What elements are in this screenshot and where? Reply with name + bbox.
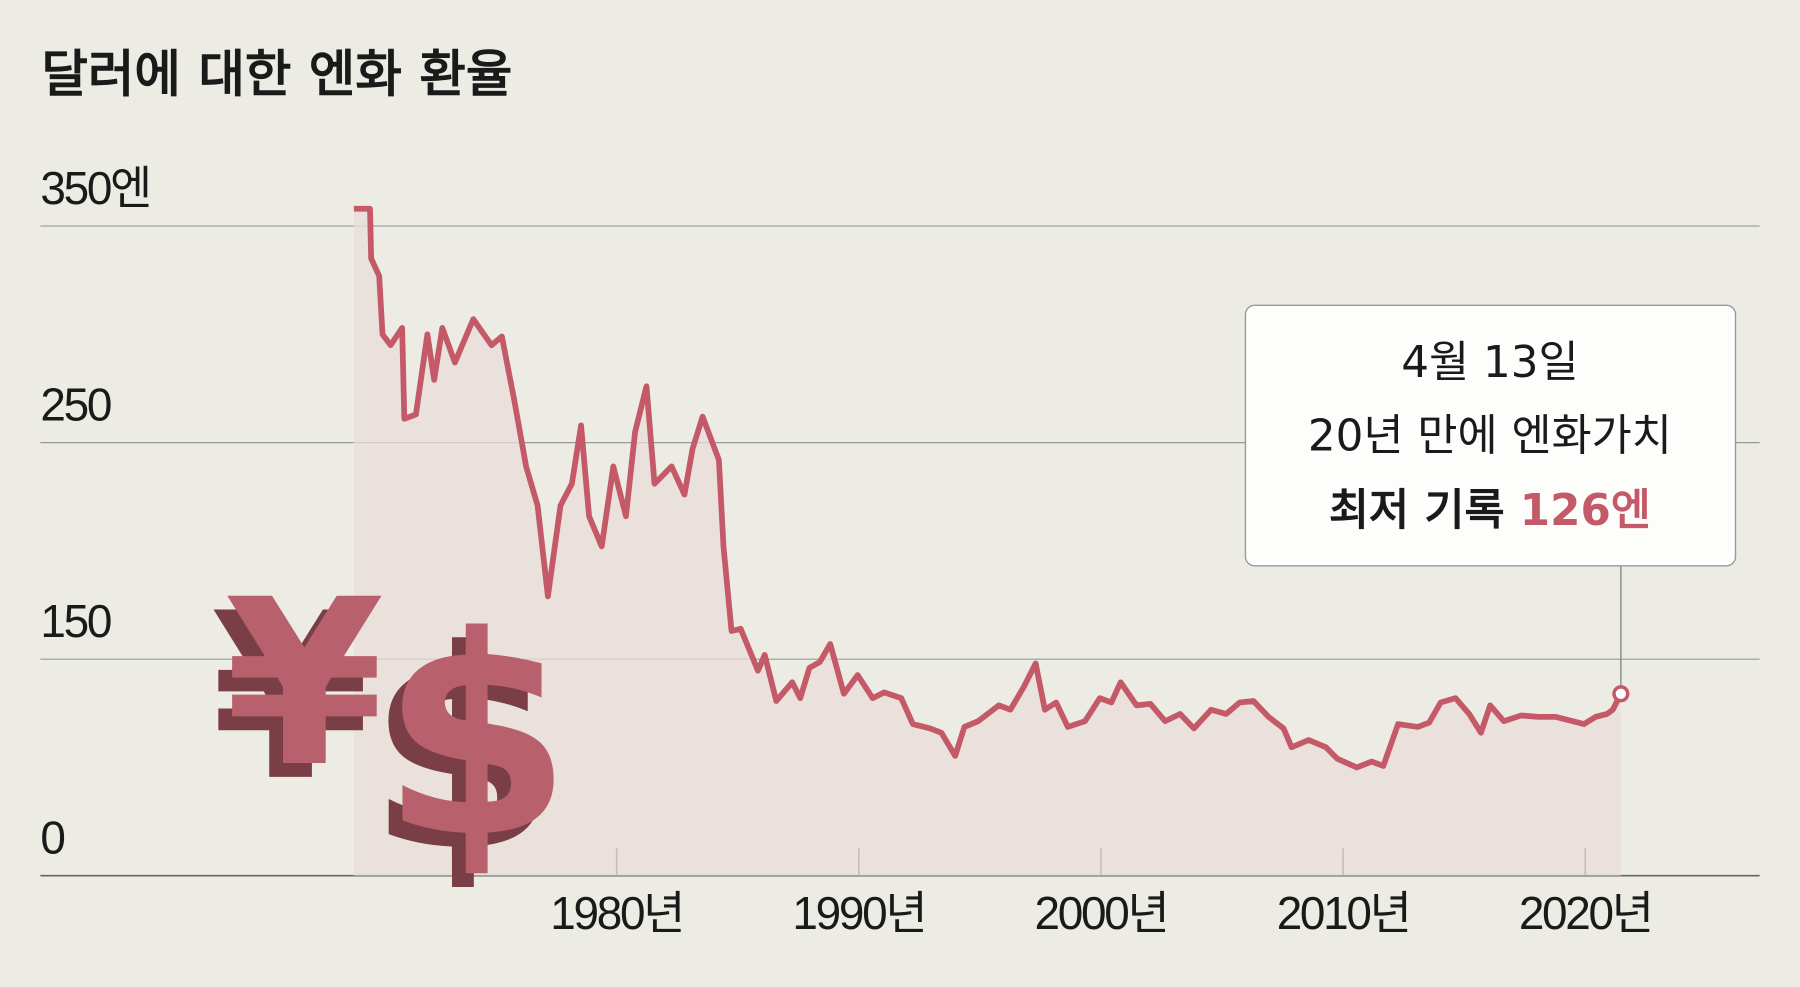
currency-icon-shadow: ¥ xyxy=(211,565,371,832)
callout-highlight: 126엔 xyxy=(1520,486,1651,536)
currency-icons: ¥¥$$ xyxy=(211,551,573,911)
line xyxy=(353,205,1624,771)
x-tick-label: 1980년 xyxy=(550,887,683,939)
callout-record: 최저 기록 126엔 xyxy=(1329,486,1651,536)
y-tick-label: 250 xyxy=(40,378,110,430)
callout-text: 20년 만에 엔화가치 xyxy=(1308,411,1672,461)
chart-title: 달러에 대한 엔화 환율 xyxy=(42,45,513,104)
callout-label: 최저 기록 xyxy=(1329,486,1505,536)
x-tick-label: 2020년 xyxy=(1519,887,1652,939)
y-tick-label: 0 xyxy=(40,811,64,863)
callout-box xyxy=(1244,304,1737,567)
area xyxy=(353,208,1621,876)
x-tick-label: 2010년 xyxy=(1277,887,1410,939)
x-tick-label: 1990년 xyxy=(792,887,925,939)
callout-date: 4월 13일 xyxy=(1401,338,1578,388)
currency-icon: ¥ xyxy=(225,551,385,818)
currency-icon-shadow: $ xyxy=(367,591,559,912)
x-tick-label: 2000년 xyxy=(1035,887,1168,939)
currency-icon: $ xyxy=(381,577,573,898)
end-marker xyxy=(1612,685,1630,703)
y-tick-label: 150 xyxy=(40,595,110,647)
y-tick-label: 350엔 xyxy=(40,162,150,214)
